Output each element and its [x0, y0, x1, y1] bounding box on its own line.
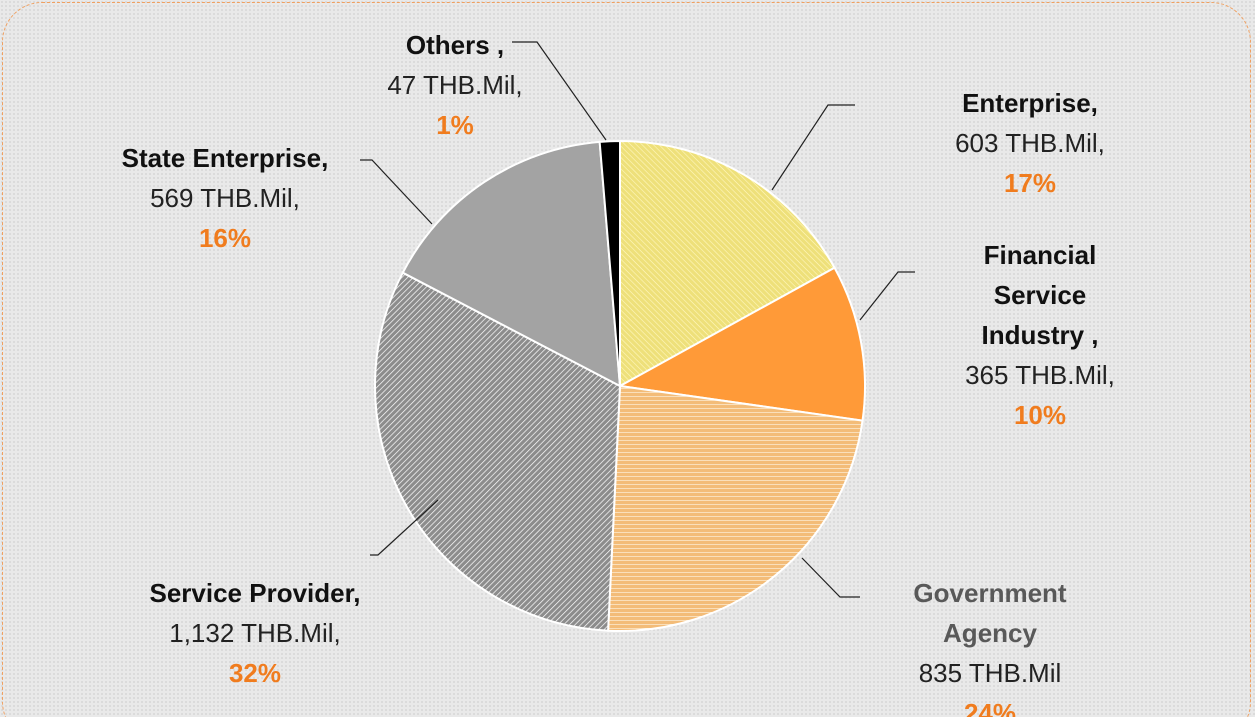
- percent-label: 1%: [436, 110, 474, 140]
- percent-label: 16%: [198, 223, 252, 253]
- percent-label: 17%: [1003, 168, 1057, 198]
- category-label: Financial Service Industry ,: [981, 240, 1099, 350]
- value-label: 835 THB.Mil: [918, 658, 1062, 688]
- leader-line: [859, 271, 915, 321]
- percent-label: 32%: [228, 658, 282, 688]
- category-label: Others ,: [405, 30, 505, 60]
- pie-slice: [619, 139, 836, 388]
- slice-label: Government Agency 835 THB.Mil 24%: [885, 573, 1095, 717]
- slice-label: Service Provider, 1,132 THB.Mil, 32%: [105, 573, 405, 693]
- pie-slice: [374, 271, 622, 632]
- leader-line: [360, 159, 433, 225]
- pie-slice: [598, 139, 621, 387]
- value-label: 1,132 THB.Mil,: [169, 618, 341, 648]
- slice-label: Enterprise, 603 THB.Mil, 17%: [910, 83, 1150, 203]
- pie-slice: [607, 384, 864, 632]
- category-label: Service Provider,: [149, 578, 361, 608]
- slice-label: Financial Service Industry , 365 THB.Mil,…: [960, 235, 1120, 435]
- category-label: State Enterprise,: [121, 143, 329, 173]
- pie-slice: [616, 266, 866, 422]
- percent-label: 24%: [963, 698, 1017, 717]
- leader-line: [512, 41, 607, 141]
- percent-label: 10%: [1013, 400, 1067, 430]
- slice-label: State Enterprise, 569 THB.Mil, 16%: [75, 138, 375, 258]
- category-label: Enterprise,: [962, 88, 1098, 118]
- leader-line: [771, 104, 855, 191]
- value-label: 603 THB.Mil,: [955, 128, 1105, 158]
- slice-label: Others , 47 THB.Mil, 1%: [345, 25, 565, 145]
- value-label: 569 THB.Mil,: [150, 183, 300, 213]
- pie-slice: [401, 140, 622, 388]
- category-label: Government Agency: [913, 578, 1067, 648]
- leader-line: [801, 557, 860, 598]
- leader-line: [370, 499, 439, 556]
- value-label: 47 THB.Mil,: [387, 70, 523, 100]
- value-label: 365 THB.Mil,: [965, 360, 1115, 390]
